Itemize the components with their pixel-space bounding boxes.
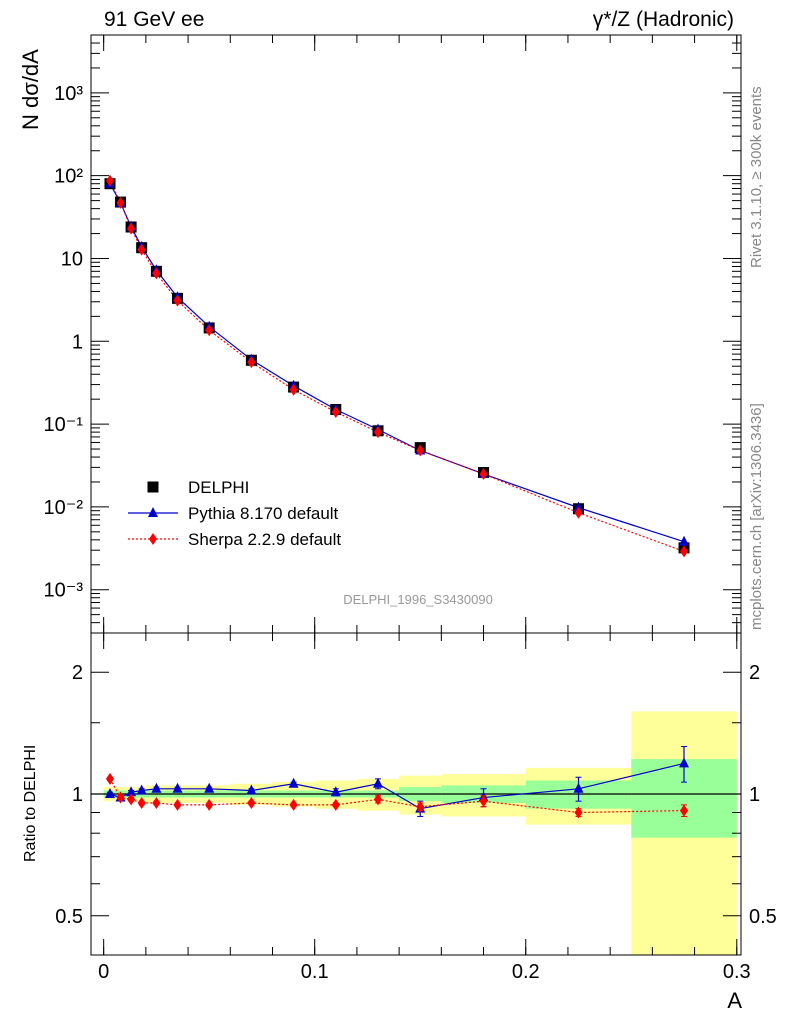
sherpa-main-point (331, 405, 340, 418)
sherpa-ratio-point (374, 793, 383, 806)
pythia-ratio-point (288, 777, 299, 788)
legend-sherpa-label: Sherpa 2.2.9 default (188, 530, 341, 549)
sherpa-ratio-point (289, 798, 298, 811)
analysis-watermark: DELPHI_1996_S3430090 (343, 592, 493, 607)
pythia-ratio-point (151, 782, 162, 793)
pythia-ratio-point (373, 777, 384, 788)
pythia-main-point (573, 501, 584, 512)
ratio-y-tick-label: 1 (72, 784, 83, 806)
pythia-ratio-point (204, 782, 215, 793)
sherpa-ratio-point (137, 797, 146, 810)
main-y-tick-label: 10⁻³ (44, 580, 84, 602)
pythia-ratio-point (330, 786, 341, 797)
x-tick-label: 0 (98, 961, 109, 983)
sherpa-main-point (173, 294, 182, 307)
pythia-ratio-point (104, 788, 115, 798)
main-y-tick-label: 10⁻¹ (44, 414, 84, 436)
sherpa-main-line (109, 180, 685, 552)
main-y-tick-label: 10 (61, 248, 83, 270)
pythia-ratio-point (172, 782, 183, 793)
legend-delphi-label: DELPHI (188, 478, 249, 497)
plot-title-left: 91 GeV ee (104, 8, 205, 31)
legend-delphi-marker (147, 481, 159, 493)
pythia-ratio-point (573, 782, 584, 793)
pythia-ratio-point (246, 784, 257, 795)
sherpa-ratio-point (152, 797, 161, 810)
sherpa-main-point (289, 383, 298, 396)
sherpa-ratio-point (331, 798, 340, 811)
sherpa-ratio-point (680, 804, 689, 817)
sherpa-main-point (105, 174, 114, 187)
sherpa-ratio-point (247, 797, 256, 810)
sherpa-main-point (137, 243, 146, 256)
sherpa-main-point (152, 267, 161, 280)
sherpa-ratio-point (574, 806, 583, 819)
ratio-y-tick-label: 1 (749, 784, 760, 806)
main-y-tick-label: 10³ (54, 83, 83, 105)
sherpa-main-point (116, 196, 125, 209)
sherpa-main-point (247, 356, 256, 369)
sherpa-ratio-point (205, 798, 214, 811)
x-tick-label: 0.2 (512, 961, 540, 983)
ratio-y-tick-label: 2 (72, 662, 83, 684)
sherpa-ratio-point (116, 791, 125, 804)
pythia-ratio-point (136, 784, 147, 795)
legend-pythia-marker (148, 507, 158, 517)
sherpa-ratio-point (416, 800, 425, 813)
ratio-y-tick-label: 2 (749, 662, 760, 684)
pythia-main-point (679, 535, 690, 546)
sherpa-main-point (479, 467, 488, 480)
x-axis-label: A (727, 988, 742, 1013)
main-y-tick-label: 10⁻² (44, 497, 84, 519)
ratio-y-tick-label: 0.5 (55, 906, 83, 928)
sherpa-main-point (416, 444, 425, 457)
x-tick-label: 0.3 (723, 961, 751, 983)
legend-sherpa-marker (149, 533, 157, 545)
sherpa-main-point (205, 324, 214, 337)
pythia-ratio-point (679, 757, 690, 768)
legend-pythia-label: Pythia 8.170 default (188, 504, 339, 523)
sherpa-main-point (574, 506, 583, 519)
sherpa-ratio-point (479, 795, 488, 808)
sherpa-ratio-point (105, 772, 114, 785)
sherpa-ratio-point (127, 793, 136, 806)
main-y-tick-label: 10² (54, 166, 83, 188)
sherpa-main-point (127, 222, 136, 235)
plot-title-right: γ*/Z (Hadronic) (592, 8, 734, 31)
sherpa-ratio-point (173, 798, 182, 811)
sherpa-main-point (374, 426, 383, 439)
pythia-ratio-point (126, 786, 137, 797)
main-y-tick-label: 1 (72, 331, 83, 353)
ratio-y-tick-label: 0.5 (749, 906, 777, 928)
sherpa-main-point (680, 545, 689, 558)
x-tick-label: 0.1 (301, 961, 329, 983)
